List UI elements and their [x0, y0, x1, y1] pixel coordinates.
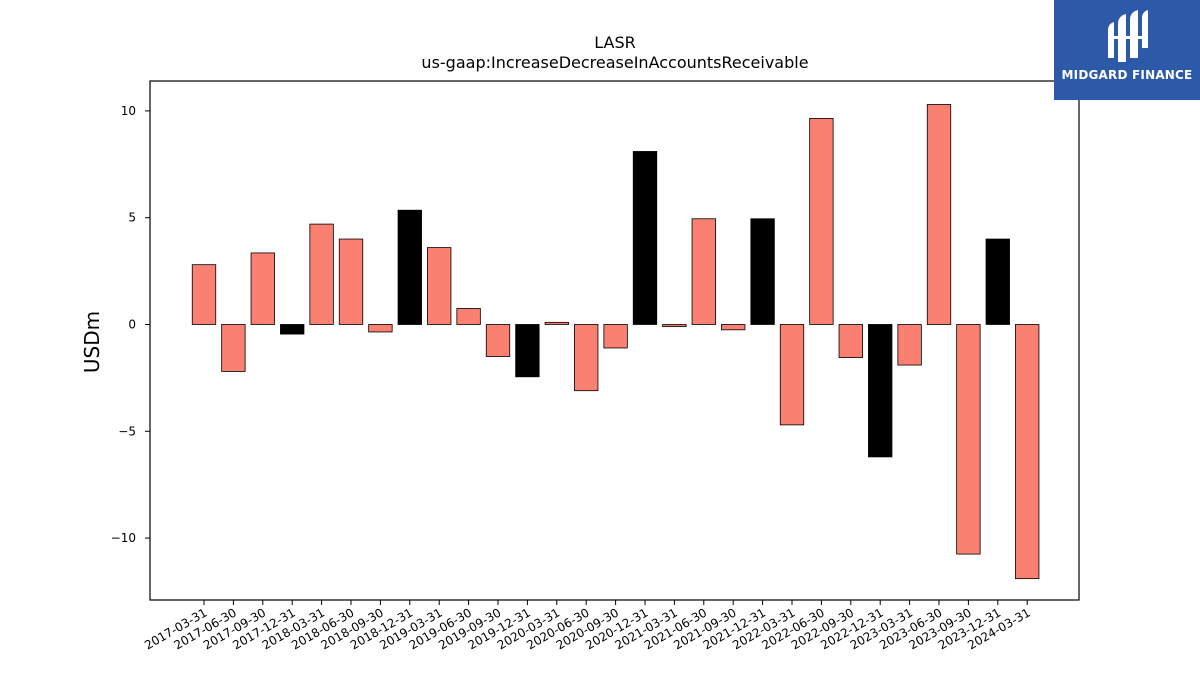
- bar-2021-12-31: [750, 218, 775, 325]
- bar-2023-12-31: [985, 238, 1010, 325]
- bar-2021-06-30: [691, 218, 716, 325]
- plot-frame: [149, 80, 1080, 601]
- chart-title: LASR: [594, 33, 636, 52]
- bar-2020-12-31: [632, 151, 658, 325]
- bar-2023-09-30: [956, 324, 981, 555]
- bar-2017-12-31: [280, 324, 305, 335]
- bar-2018-06-30: [338, 238, 364, 325]
- bar-2019-06-30: [456, 308, 481, 325]
- x-axis: 2017-03-312017-06-302017-09-302017-12-31…: [142, 600, 1033, 652]
- y-tick-label: −5: [118, 424, 136, 438]
- bar-2020-09-30: [603, 324, 628, 349]
- bars-group: [191, 104, 1040, 580]
- midgard-logo-icon: [1108, 10, 1148, 62]
- bar-2019-09-30: [485, 324, 511, 357]
- bar-2018-09-30: [368, 324, 393, 333]
- y-tick-label: 0: [128, 317, 136, 331]
- bar-2021-03-31: [662, 324, 687, 328]
- y-tick-label: −10: [111, 531, 136, 545]
- bar-2019-03-31: [427, 247, 452, 325]
- y-tick-label: 5: [128, 211, 136, 225]
- brand-name: MIDGARD FINANCE: [1061, 68, 1193, 82]
- bar-2022-06-30: [809, 117, 834, 325]
- bar-2017-09-30: [250, 252, 275, 325]
- bar-2024-03-31: [1015, 324, 1040, 580]
- bar-2022-12-31: [868, 324, 893, 458]
- bar-2023-06-30: [926, 104, 952, 325]
- bar-2018-12-31: [397, 209, 422, 325]
- y-axis: 10 5 0 −5 −10: [111, 104, 150, 545]
- bar-2020-03-31: [544, 321, 569, 325]
- bar-2021-09-30: [721, 324, 746, 331]
- bar-2017-03-31: [191, 264, 217, 325]
- bar-2022-09-30: [838, 324, 863, 358]
- bar-2023-03-31: [897, 324, 922, 366]
- bar-2022-03-31: [779, 324, 805, 426]
- brand-logo: MIDGARD FINANCE: [1054, 0, 1200, 100]
- y-tick-label: 10: [121, 104, 136, 118]
- y-axis-label: USDm: [80, 311, 104, 373]
- bar-2018-03-31: [309, 223, 334, 325]
- bar-2020-06-30: [574, 324, 599, 392]
- chart-subtitle: us-gaap:IncreaseDecreaseInAccountsReceiv…: [421, 53, 808, 72]
- bar-2019-12-31: [515, 324, 540, 378]
- bar-2017-06-30: [221, 324, 246, 372]
